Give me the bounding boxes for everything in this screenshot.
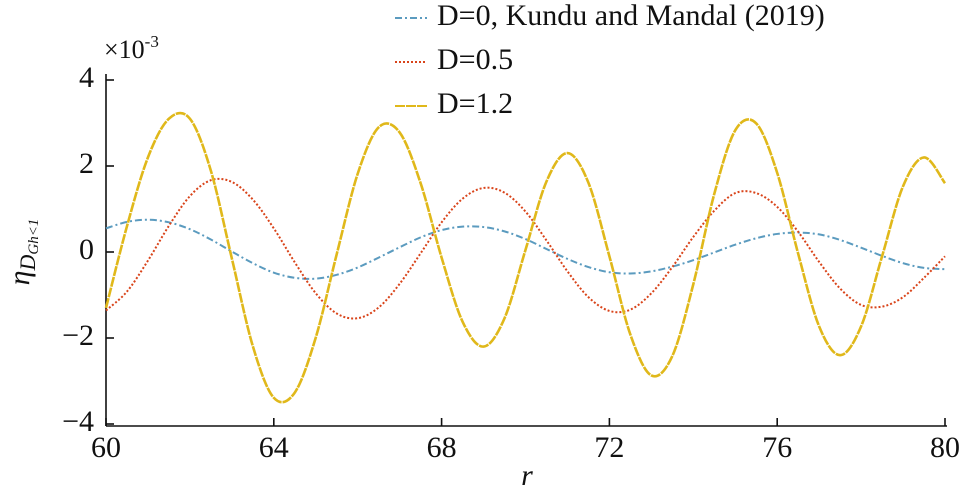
y-label-symbol: η	[3, 270, 36, 285]
y-tick-label: 4	[79, 61, 94, 94]
x-tick-label: 72	[594, 431, 624, 464]
series-line	[105, 177, 946, 320]
y-tick-label: −2	[62, 319, 94, 352]
series-line	[105, 218, 946, 280]
axis-multiplier: ×10-3	[104, 32, 159, 64]
legend-label: D=0.5	[437, 43, 513, 76]
multiplier-base: ×10	[104, 35, 145, 64]
legend-label: D=1.2	[437, 87, 513, 120]
y-tick-label: 2	[79, 147, 94, 180]
x-tick-label: 80	[930, 431, 960, 464]
series-line	[104, 111, 947, 404]
multiplier-exponent: -3	[145, 32, 159, 51]
y-label-subsubscript: Gh<1	[26, 219, 42, 255]
x-tick-label: 68	[427, 431, 457, 464]
legend-label: D=0, Kundu and Mandal (2019)	[437, 0, 825, 32]
x-tick-label: 64	[259, 431, 289, 464]
x-tick-label: 60	[91, 431, 121, 464]
y-label-subscript: D	[15, 254, 40, 271]
y-tick-label: −4	[62, 405, 94, 438]
y-axis-label: ηDGh<1	[3, 219, 43, 286]
x-axis-label: r	[521, 459, 533, 492]
y-tick-label: 0	[79, 233, 94, 266]
x-tick-label: 76	[762, 431, 792, 464]
